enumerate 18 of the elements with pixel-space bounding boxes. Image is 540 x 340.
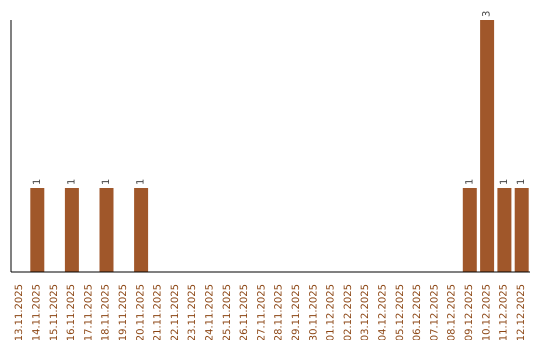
x-tick-label: 11.12.2025 xyxy=(498,284,510,340)
data-label: 1 xyxy=(464,178,476,185)
x-tick-label: 13.11.2025 xyxy=(14,284,26,340)
x-tick-label: 14.11.2025 xyxy=(31,284,42,340)
x-tick-label: 19.11.2025 xyxy=(118,284,129,340)
data-label: 1 xyxy=(32,178,43,185)
data-label: 1 xyxy=(516,178,528,185)
x-tick-label: 12.12.2025 xyxy=(516,284,527,340)
x-tick-label: 15.11.2025 xyxy=(48,284,60,340)
data-label: 1 xyxy=(136,178,147,185)
data-label: 1 xyxy=(66,178,78,185)
data-label: 3 xyxy=(482,10,493,17)
x-tick-label: 17.11.2025 xyxy=(83,284,94,340)
x-tick-label: 18.11.2025 xyxy=(100,284,112,340)
x-tick-label: 10.12.2025 xyxy=(481,284,492,340)
x-tick-label: 16.11.2025 xyxy=(66,284,78,340)
data-label: 1 xyxy=(498,178,510,185)
data-label: 1 xyxy=(101,178,112,185)
